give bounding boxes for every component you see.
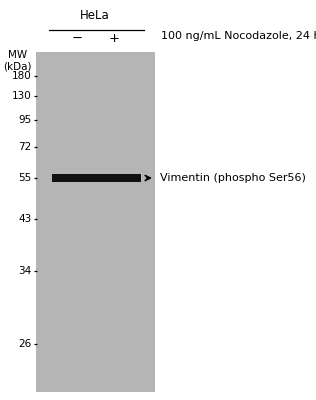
Text: 43: 43: [18, 214, 32, 224]
Text: HeLa: HeLa: [80, 9, 110, 22]
Bar: [52, 174, 141, 182]
Text: 100 ng/mL Nocodazole, 24 hr: 100 ng/mL Nocodazole, 24 hr: [161, 31, 316, 41]
Text: 55: 55: [18, 173, 32, 183]
Text: Vimentin (phospho Ser56): Vimentin (phospho Ser56): [160, 173, 306, 183]
Text: +: +: [108, 32, 119, 44]
Text: MW
(kDa): MW (kDa): [3, 50, 32, 72]
Text: 180: 180: [12, 71, 32, 81]
Text: 26: 26: [18, 339, 32, 349]
Text: 34: 34: [18, 266, 32, 276]
Text: −: −: [72, 32, 83, 44]
Text: 130: 130: [12, 91, 32, 101]
Text: 95: 95: [18, 115, 32, 125]
Text: 72: 72: [18, 142, 32, 152]
Bar: [36, 52, 155, 392]
